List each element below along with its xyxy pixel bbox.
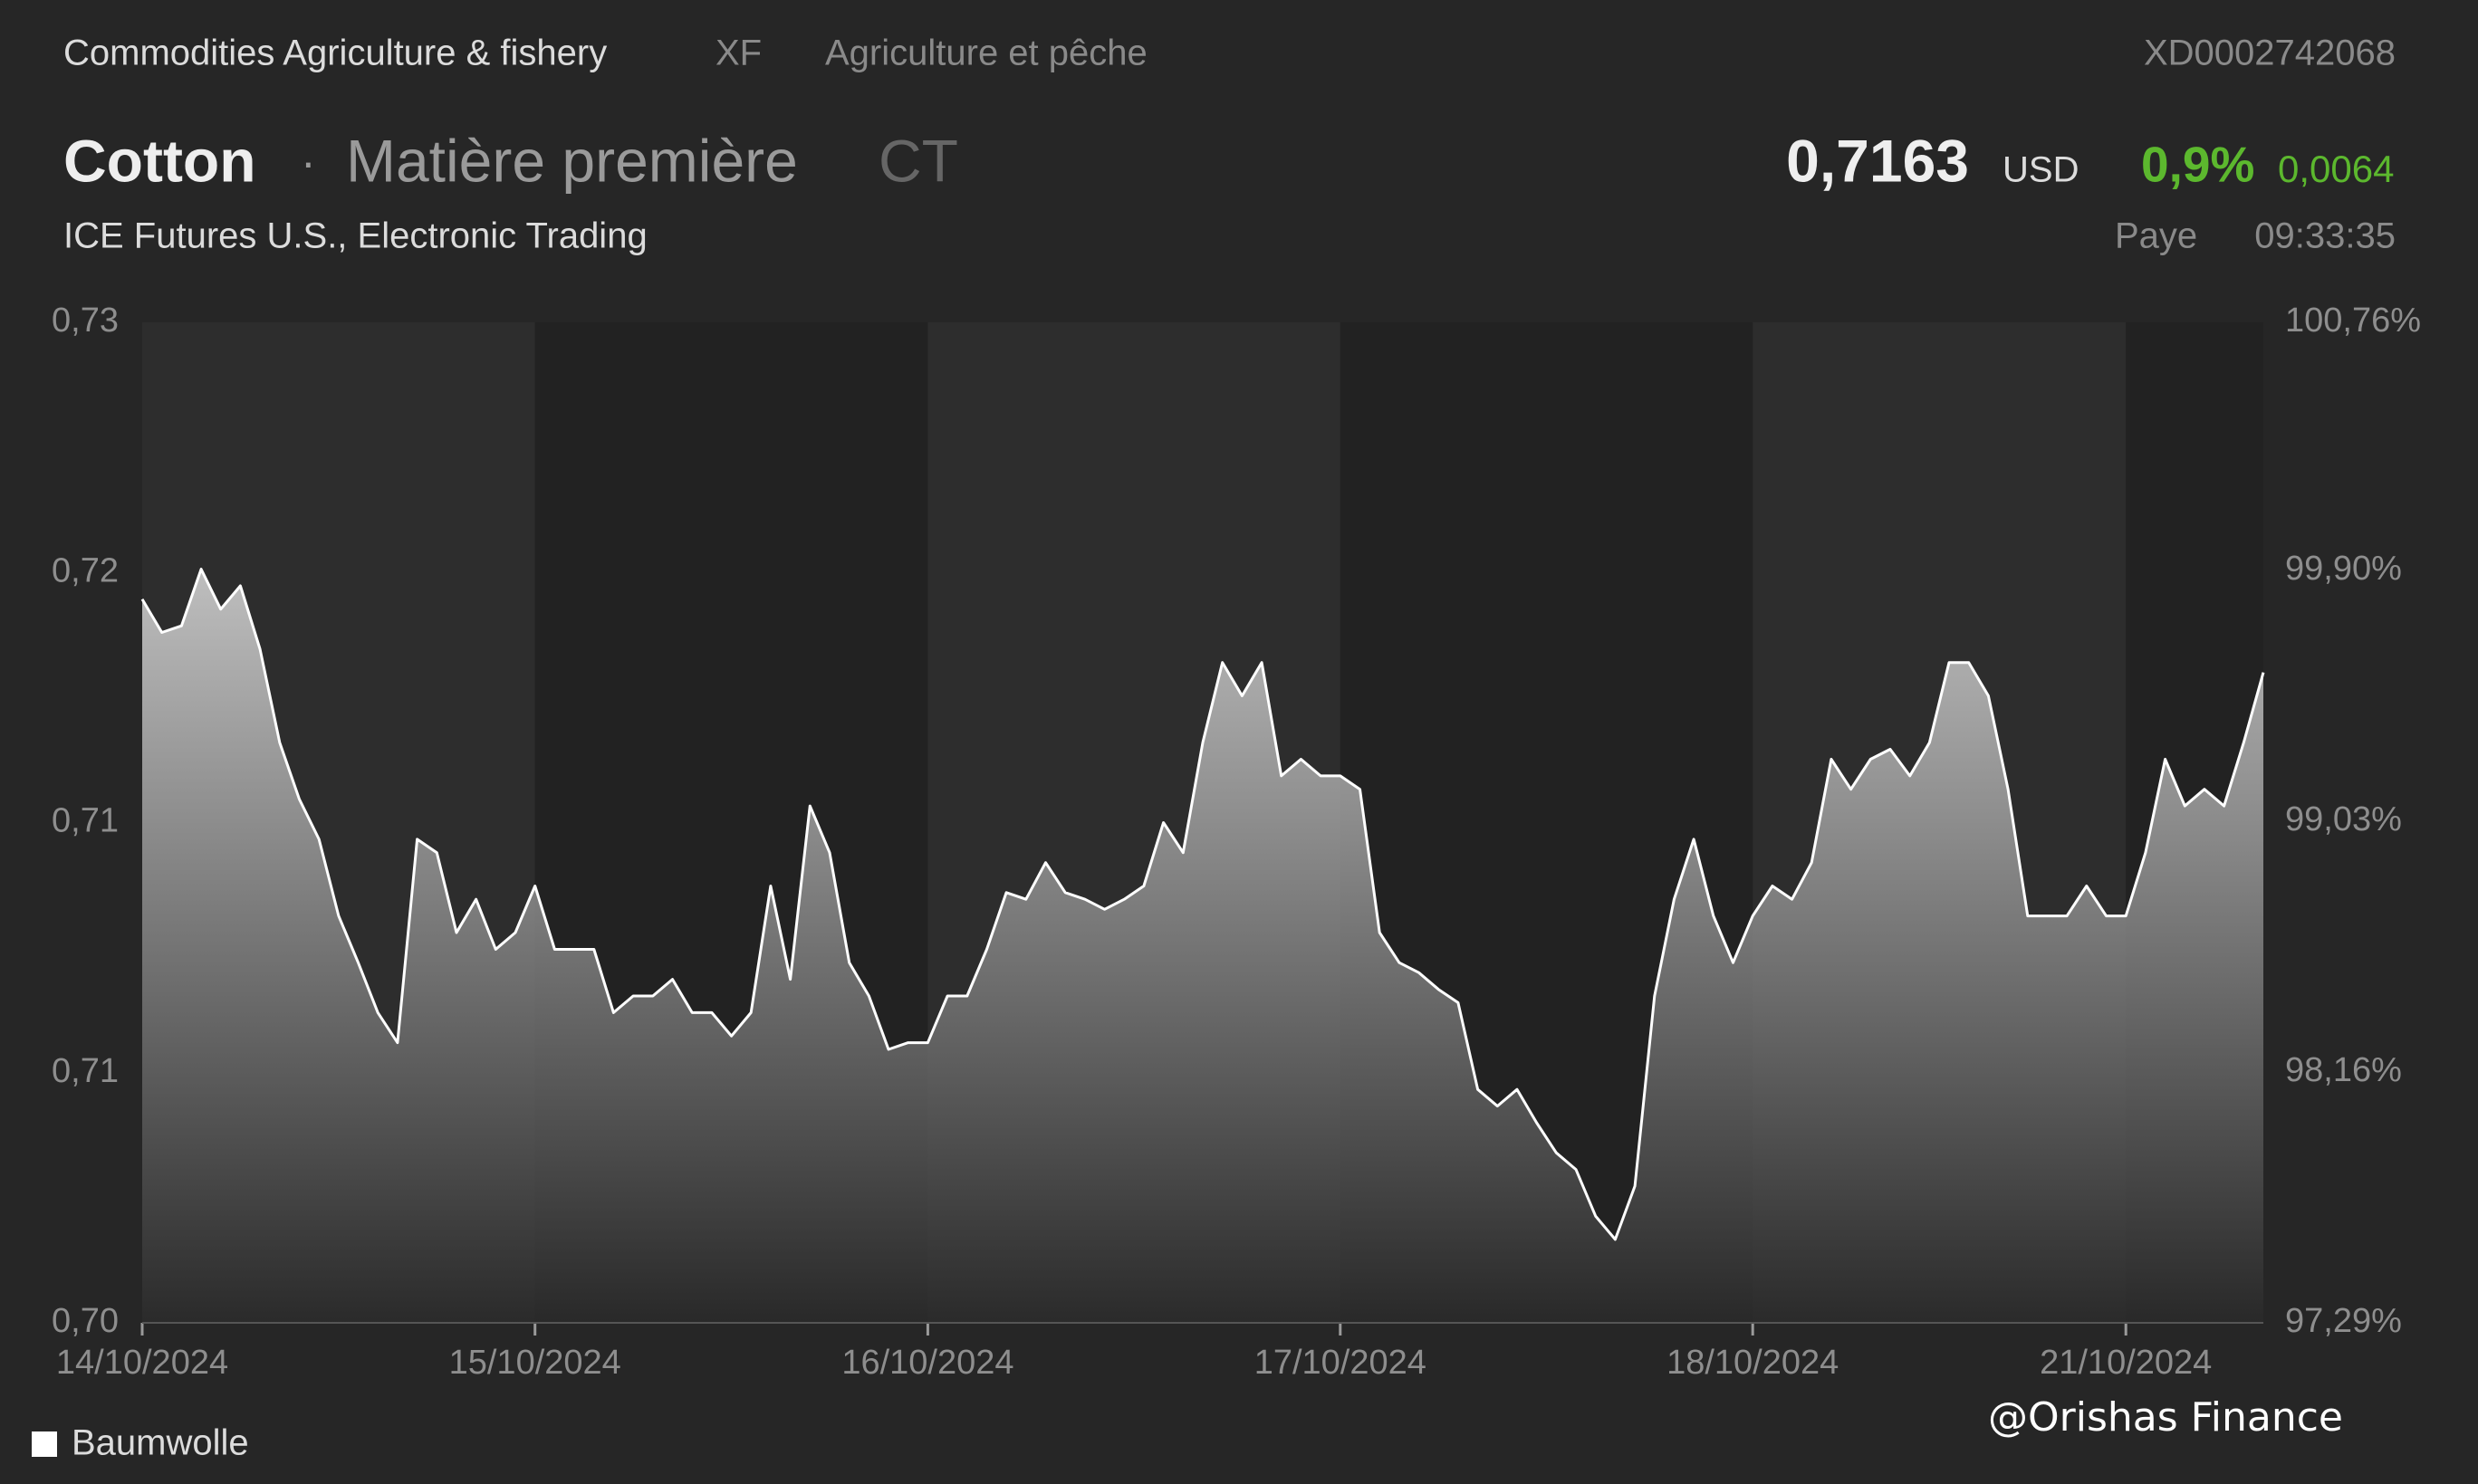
country: Paye	[2115, 216, 2197, 256]
separator: ·	[301, 137, 316, 187]
change-pct: 0,9%	[2141, 137, 2254, 193]
x-tick-label: 15/10/2024	[449, 1344, 621, 1382]
x-tick-label: 18/10/2024	[1666, 1344, 1839, 1382]
line	[140, 568, 2265, 1241]
change-abs: 0,0064	[2278, 148, 2394, 190]
y-tick-label: 0,71	[52, 802, 119, 840]
y2-tick-label: 99,03%	[2285, 800, 2402, 838]
x-tick-label: 17/10/2024	[1254, 1344, 1426, 1382]
price: 0,7163	[1786, 127, 1969, 194]
instrument-name: Cotton	[63, 127, 256, 194]
instrument-type: Matière première	[346, 127, 798, 194]
y2-tick-label: 100,76%	[2285, 302, 2421, 340]
legend-swatch	[32, 1431, 57, 1457]
exchange: ICE Futures U.S., Electronic Trading	[63, 216, 648, 256]
y2-tick-label: 98,16%	[2285, 1051, 2402, 1089]
category: Commodities Agriculture & fishery	[63, 34, 607, 73]
symbol: CT	[879, 127, 958, 194]
area	[142, 569, 2263, 1323]
y-tick-label: 0,71	[52, 1052, 119, 1090]
time: 09:33:35	[2254, 216, 2396, 256]
watermark: @Orishas Finance	[1988, 1394, 2343, 1441]
legend-label[interactable]: Baumwolle	[72, 1423, 249, 1463]
y2-tick-label: 97,29%	[2285, 1302, 2402, 1340]
currency: USD	[2003, 150, 2079, 190]
x-tick-label: 21/10/2024	[2040, 1344, 2212, 1382]
x-tick-label: 14/10/2024	[56, 1344, 228, 1382]
isin: XD0002742068	[2144, 34, 2396, 73]
y-tick-label: 0,72	[52, 551, 119, 589]
x-tick-label: 16/10/2024	[841, 1344, 1013, 1382]
y-tick-label: 0,70	[52, 1302, 119, 1340]
category-fr: Agriculture et pêche	[825, 34, 1148, 73]
code: XF	[716, 34, 762, 73]
y-tick-label: 0,73	[52, 302, 119, 340]
y2-tick-label: 99,90%	[2285, 550, 2402, 588]
